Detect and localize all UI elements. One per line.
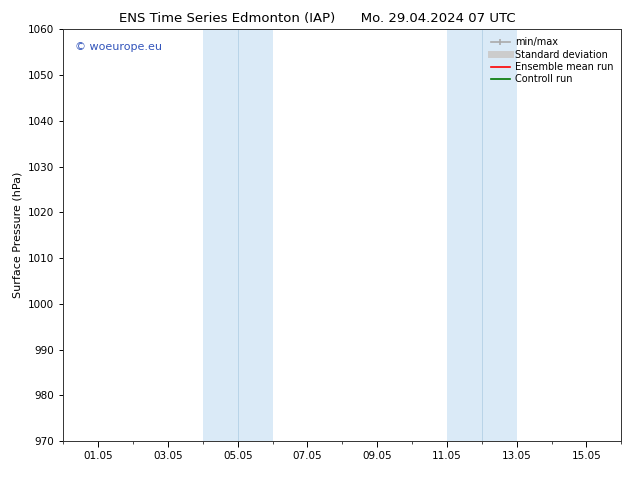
Y-axis label: Surface Pressure (hPa): Surface Pressure (hPa)	[13, 172, 23, 298]
Legend: min/max, Standard deviation, Ensemble mean run, Controll run: min/max, Standard deviation, Ensemble me…	[488, 34, 616, 87]
Bar	[447, 29, 517, 441]
Bar	[203, 29, 273, 441]
Text: © woeurope.eu: © woeurope.eu	[75, 42, 162, 52]
Text: ENS Time Series Edmonton (IAP)      Mo. 29.04.2024 07 UTC: ENS Time Series Edmonton (IAP) Mo. 29.04…	[119, 12, 515, 25]
